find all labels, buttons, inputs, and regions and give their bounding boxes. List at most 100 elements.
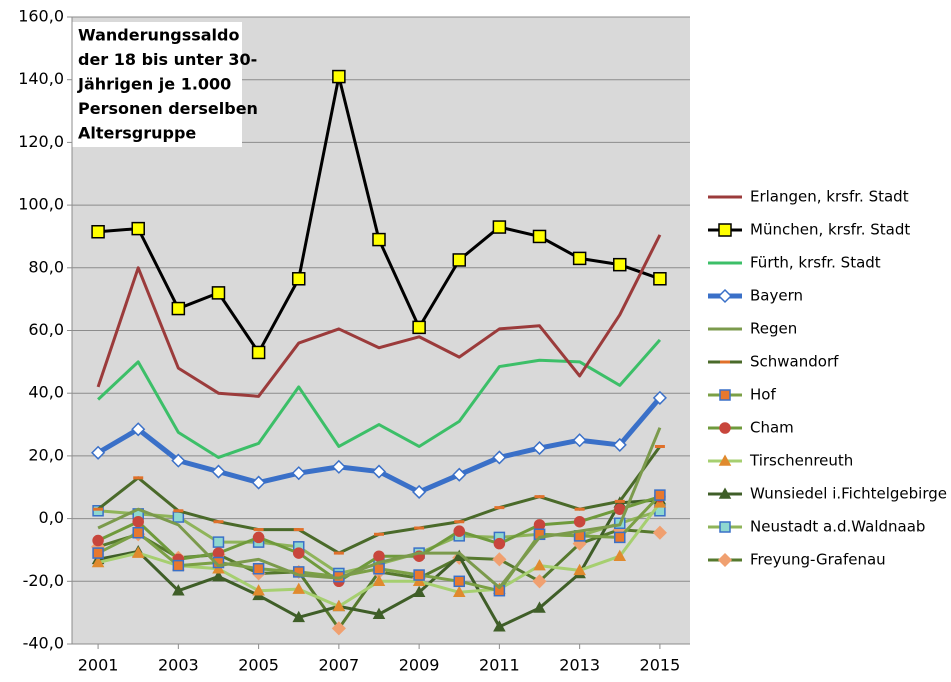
marker bbox=[91, 224, 105, 239]
marker bbox=[131, 546, 145, 558]
y-tick-label: 80,0 bbox=[28, 257, 64, 276]
title-line: Wanderungssaldo bbox=[78, 26, 239, 45]
marker bbox=[92, 505, 104, 517]
x-tick-label: 2009 bbox=[399, 656, 440, 675]
marker bbox=[412, 320, 426, 335]
series-line bbox=[96, 234, 662, 398]
marker bbox=[574, 507, 585, 511]
marker bbox=[493, 620, 506, 632]
y-tick-label: 120,0 bbox=[18, 132, 64, 151]
marker bbox=[331, 621, 346, 636]
marker bbox=[292, 582, 306, 594]
title-line: Jährigen je 1.000 bbox=[77, 75, 231, 94]
marker bbox=[252, 584, 265, 596]
marker bbox=[454, 520, 465, 524]
marker bbox=[720, 360, 730, 364]
marker bbox=[252, 531, 265, 544]
marker bbox=[372, 607, 386, 619]
legend-label: Tirschenreuth bbox=[749, 452, 853, 470]
marker bbox=[172, 584, 185, 596]
marker bbox=[173, 509, 184, 513]
marker bbox=[717, 552, 733, 568]
marker bbox=[492, 552, 507, 567]
x-tick-label: 2015 bbox=[640, 656, 681, 675]
marker bbox=[372, 232, 386, 247]
marker bbox=[133, 476, 144, 480]
marker bbox=[331, 459, 346, 474]
marker bbox=[653, 496, 667, 508]
marker bbox=[493, 537, 506, 550]
marker bbox=[532, 441, 547, 456]
marker bbox=[494, 506, 505, 510]
marker bbox=[573, 563, 586, 576]
marker bbox=[211, 464, 226, 479]
marker bbox=[333, 551, 344, 555]
marker bbox=[534, 495, 545, 499]
title-line: der 18 bis unter 30- bbox=[78, 50, 257, 69]
x-tick-label: 2003 bbox=[158, 656, 199, 675]
series-group bbox=[91, 69, 667, 636]
marker bbox=[718, 487, 732, 499]
marker bbox=[131, 422, 146, 437]
legend-label: Bayern bbox=[750, 287, 803, 305]
marker bbox=[332, 69, 346, 84]
legend-label: Cham bbox=[750, 419, 794, 437]
legend-label: München, krsfr. Stadt bbox=[750, 221, 910, 239]
marker bbox=[652, 390, 667, 405]
marker bbox=[212, 570, 225, 582]
marker bbox=[171, 453, 186, 468]
marker bbox=[213, 520, 224, 524]
legend-label: Erlangen, krsfr. Stadt bbox=[750, 188, 909, 206]
marker bbox=[251, 345, 266, 360]
legend-label: Hof bbox=[750, 386, 776, 404]
marker bbox=[613, 257, 627, 272]
marker bbox=[132, 515, 144, 528]
marker bbox=[412, 585, 426, 598]
marker bbox=[172, 511, 185, 523]
marker bbox=[252, 563, 265, 575]
marker bbox=[533, 519, 546, 531]
marker bbox=[453, 575, 466, 588]
marker bbox=[412, 574, 426, 587]
legend-label: Wunsiedel i.Fichtelgebirge bbox=[750, 485, 947, 503]
marker bbox=[291, 272, 306, 286]
marker bbox=[452, 253, 467, 267]
title-line: Altersgruppe bbox=[78, 124, 196, 143]
marker bbox=[251, 475, 266, 490]
y-tick-label: 60,0 bbox=[28, 320, 64, 339]
marker bbox=[92, 547, 104, 559]
axes: -40,0 -20,0 0,0 20,0 40,0 60,0 80,0 100,0 120,0 1… bbox=[18, 7, 690, 675]
x-tick-label: 2005 bbox=[238, 656, 279, 675]
title-box bbox=[70, 22, 242, 147]
marker bbox=[652, 525, 667, 540]
marker bbox=[533, 559, 546, 571]
marker bbox=[532, 574, 547, 589]
marker bbox=[292, 610, 306, 623]
title-line: Personen derselben bbox=[78, 99, 258, 118]
marker bbox=[172, 559, 185, 572]
marker bbox=[373, 550, 385, 562]
x-tick-label: 2001 bbox=[78, 656, 119, 675]
marker bbox=[719, 521, 731, 533]
marker bbox=[371, 464, 387, 479]
marker bbox=[718, 223, 732, 237]
marker bbox=[453, 525, 466, 537]
marker bbox=[373, 532, 384, 536]
x-tick-label: 2007 bbox=[319, 656, 360, 675]
marker bbox=[212, 547, 225, 559]
marker bbox=[654, 444, 665, 448]
marker bbox=[92, 534, 104, 547]
marker bbox=[452, 467, 467, 482]
marker bbox=[212, 536, 225, 548]
marker bbox=[653, 272, 667, 286]
marker bbox=[717, 288, 733, 304]
marker bbox=[253, 528, 264, 532]
marker bbox=[612, 437, 627, 452]
marker bbox=[614, 499, 625, 503]
y-tick-label: 20,0 bbox=[28, 445, 64, 464]
marker bbox=[91, 445, 106, 460]
marker bbox=[93, 507, 104, 511]
legend-label: Fürth, krsfr. Stadt bbox=[750, 254, 881, 272]
marker bbox=[572, 433, 587, 448]
